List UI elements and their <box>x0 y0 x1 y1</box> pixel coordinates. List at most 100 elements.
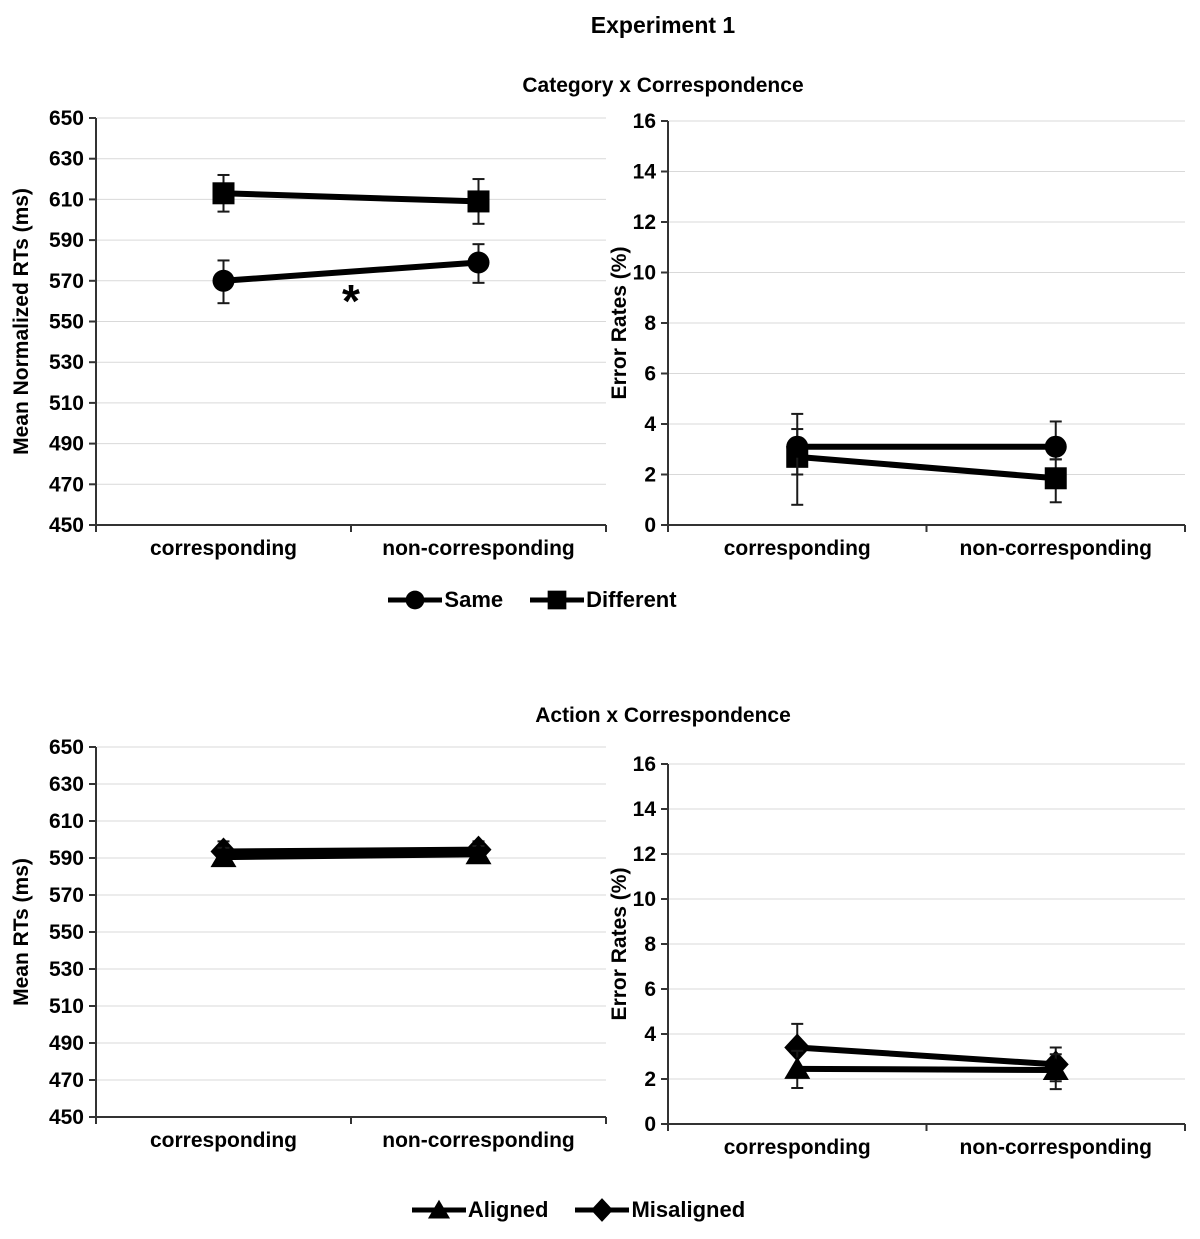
y-tick-label: 6 <box>644 363 656 386</box>
square-marker-icon <box>212 182 235 205</box>
x-category-label: corresponding <box>724 1136 871 1159</box>
y-tick-label: 470 <box>49 473 84 496</box>
square-marker-icon <box>547 590 567 610</box>
diamond-marker-icon <box>591 1198 614 1222</box>
y-tick-label: 8 <box>644 933 656 956</box>
y-tick-label: 2 <box>644 1068 656 1091</box>
y-tick-label: 590 <box>49 229 84 252</box>
chart-mean-normalized-rts: 450 470 490 510 530 550 570 590 610 630 650 corresp… <box>0 105 614 580</box>
y-tick-label: 450 <box>49 1106 84 1129</box>
series-aligned <box>784 1049 1069 1091</box>
y-tick-label: 550 <box>49 921 84 944</box>
data-line <box>223 851 479 861</box>
y-tick-label: 630 <box>49 148 84 171</box>
y-axis: 0 2 4 6 8 10 12 14 16 <box>633 110 669 537</box>
legend-item-aligned: Aligned <box>411 1196 548 1224</box>
diamond-marker-icon <box>574 1196 630 1224</box>
y-axis: 450 470 490 510 530 550 570 590 610 630 650 <box>49 107 97 537</box>
legend-label-different: Different <box>586 587 677 612</box>
y-tick-label: 450 <box>49 514 84 537</box>
y-tick-label: 10 <box>633 262 656 285</box>
circle-marker-icon <box>387 586 443 614</box>
y-axis-title: Error Rates (%) <box>608 868 631 1021</box>
legend-item-same: Same <box>387 586 503 614</box>
y-tick-label: 510 <box>49 995 84 1018</box>
data-line <box>223 846 479 855</box>
x-axis: corresponding non-corresponding <box>667 1123 1186 1159</box>
triangle-marker-icon <box>411 1196 467 1224</box>
significance-star: * <box>342 275 360 327</box>
chart-error-rates-action: 0 2 4 6 8 10 12 14 16 corresponding non-correspond… <box>598 735 1200 1190</box>
legend-category: Same Different <box>0 586 1064 614</box>
x-axis: corresponding non-corresponding <box>95 1116 607 1152</box>
x-category-label: corresponding <box>150 537 297 560</box>
x-category-label: corresponding <box>724 537 871 560</box>
legend-label-same: Same <box>444 587 504 612</box>
y-tick-label: 12 <box>633 211 656 234</box>
series-misaligned <box>210 835 492 866</box>
data-line <box>223 190 479 205</box>
y-tick-label: 570 <box>49 884 84 907</box>
y-tick-label: 0 <box>644 514 656 537</box>
y-axis-title: Mean Normalized RTs (ms) <box>10 188 33 455</box>
y-tick-label: 14 <box>633 798 657 821</box>
circle-marker-icon <box>786 435 809 458</box>
y-gridlines <box>97 117 606 485</box>
y-tick-label: 0 <box>644 1113 656 1136</box>
y-tick-label: 610 <box>49 188 84 211</box>
data-line <box>797 1065 1056 1073</box>
chart-svg-br: 0 2 4 6 8 10 12 14 16 corresponding non-correspond… <box>608 753 1186 1159</box>
chart-svg-tr: 0 2 4 6 8 10 12 14 16 corresponding non-correspond… <box>608 110 1186 560</box>
y-tick-label: 510 <box>49 392 84 415</box>
x-category-label: corresponding <box>150 1129 297 1152</box>
series-same <box>786 412 1067 476</box>
legend-marker-svg <box>530 590 585 610</box>
triangle-marker-icon <box>427 1199 450 1219</box>
y-tick-label: 530 <box>49 958 84 981</box>
data-line <box>797 1044 1056 1068</box>
section-title-action: Action x Correspondence <box>535 704 791 727</box>
x-axis: corresponding non-corresponding <box>95 524 607 560</box>
y-tick-label: 530 <box>49 351 84 374</box>
triangle-marker-icon <box>1042 1058 1069 1080</box>
y-tick-label: 590 <box>49 847 84 870</box>
chart-svg-bl: 450 470 490 510 530 550 570 590 610 630 650 corresp… <box>10 736 607 1152</box>
x-category-label: non-corresponding <box>382 1129 575 1152</box>
legend-marker-svg <box>388 590 443 610</box>
triangle-marker-icon <box>210 845 237 868</box>
x-category-label: non-corresponding <box>960 1136 1153 1159</box>
section-title-category: Category x Correspondence <box>522 74 804 97</box>
chart-mean-rts: 450 470 490 510 530 550 570 590 610 630 650 corresp… <box>0 735 614 1190</box>
square-marker-icon <box>529 586 585 614</box>
circle-marker-icon <box>406 590 425 610</box>
square-marker-icon <box>467 190 490 213</box>
y-tick-label: 2 <box>644 464 656 487</box>
triangle-marker-icon <box>465 842 492 865</box>
y-tick-label: 550 <box>49 311 84 334</box>
y-tick-label: 6 <box>644 978 656 1001</box>
square-marker-icon <box>1044 467 1067 490</box>
y-tick-label: 650 <box>49 736 84 759</box>
legend-action: Aligned Misaligned <box>0 1196 1156 1224</box>
legend-item-misaligned: Misaligned <box>574 1196 745 1224</box>
y-tick-label: 610 <box>49 810 84 833</box>
data-line <box>797 453 1056 482</box>
x-category-label: non-corresponding <box>960 537 1153 560</box>
y-axis-title: Mean RTs (ms) <box>10 858 33 1006</box>
circle-marker-icon <box>1044 435 1067 458</box>
y-tick-label: 12 <box>633 843 656 866</box>
circle-marker-icon <box>212 269 235 292</box>
y-axis-title: Error Rates (%) <box>608 247 631 400</box>
y-axis: 0 2 4 6 8 10 12 14 16 <box>633 753 669 1136</box>
series-different <box>786 428 1067 506</box>
y-axis: 450 470 490 510 530 550 570 590 610 630 650 <box>49 736 97 1129</box>
y-tick-label: 470 <box>49 1069 84 1092</box>
y-tick-label: 4 <box>644 1023 656 1046</box>
series-different <box>212 173 490 225</box>
y-gridlines <box>669 120 1185 475</box>
x-axis: corresponding non-corresponding <box>667 524 1186 560</box>
x-category-label: non-corresponding <box>382 537 575 560</box>
legend-label-misaligned: Misaligned <box>631 1197 746 1222</box>
chart-svg-tl: 450 470 490 510 530 550 570 590 610 630 650 corresp… <box>10 107 607 560</box>
